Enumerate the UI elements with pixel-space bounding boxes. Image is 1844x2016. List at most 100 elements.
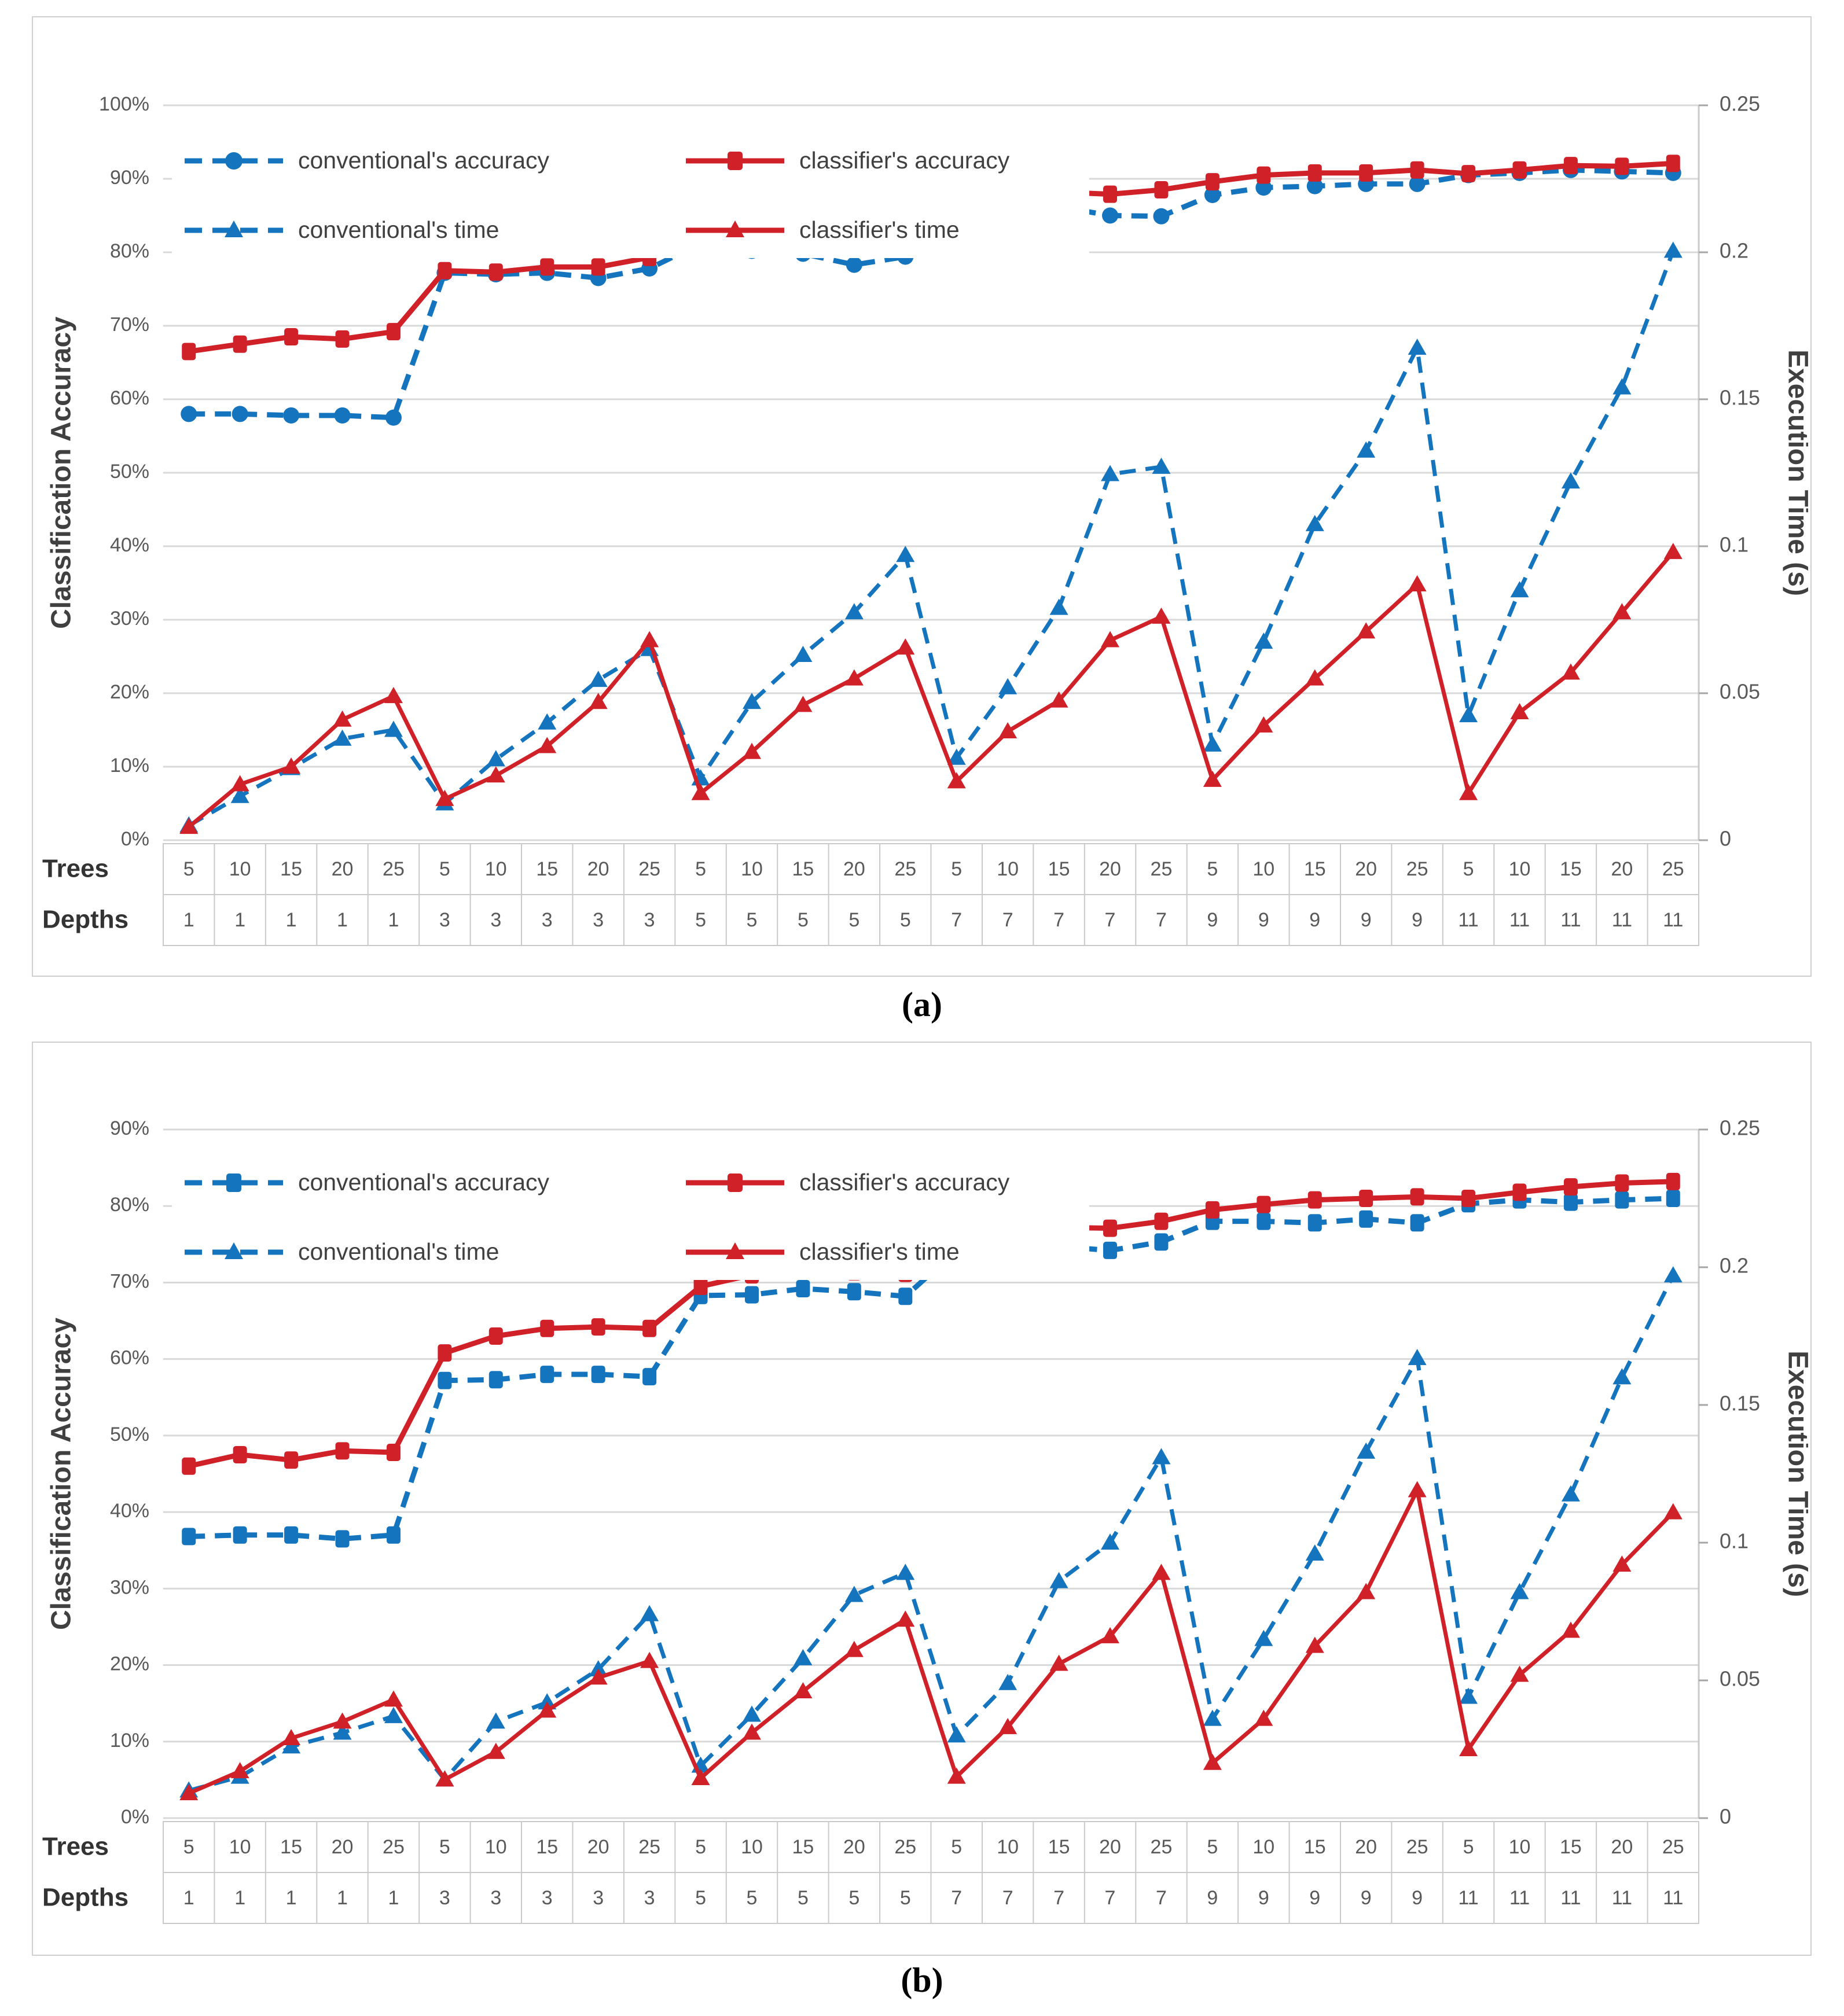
depths-cell-value: 1	[183, 909, 194, 931]
y-axis-tick-label: 60%	[110, 387, 149, 409]
marker-triangle	[1357, 622, 1376, 639]
marker-triangle	[844, 1640, 864, 1657]
trees-cell-value: 5	[695, 1836, 706, 1858]
y2-axis-tick-label: 0.15	[1720, 1392, 1760, 1415]
marker-square	[438, 1344, 452, 1362]
marker-square	[591, 1366, 605, 1384]
marker-square	[847, 1283, 861, 1301]
depths-cell-value: 7	[951, 1887, 962, 1909]
marker-triangle	[691, 783, 710, 800]
marker-circle	[283, 407, 300, 424]
depths-cell-value: 11	[1560, 1887, 1581, 1909]
trees-cell-value: 25	[1662, 858, 1684, 880]
marker-triangle	[589, 1660, 608, 1676]
legend: conventional's accuracy classifier's accu…	[172, 1155, 1089, 1280]
marker-triangle	[742, 742, 761, 759]
marker-triangle	[1459, 1687, 1478, 1704]
y-axis-left-labels: 0% 10% 20% 30% 40% 50% 60% 70% 80% 90%	[110, 1117, 149, 1828]
depths-cell-value: 7	[1053, 909, 1064, 931]
marker-triangle	[1254, 1629, 1273, 1646]
marker-triangle	[1357, 1583, 1376, 1599]
trees-cell-value: 15	[1048, 1836, 1070, 1858]
marker-triangle	[1203, 735, 1222, 752]
marker-circle	[1153, 208, 1170, 225]
legend-marker-square	[226, 1173, 241, 1192]
depths-cell-value: 3	[593, 909, 604, 931]
marker-triangle	[538, 1701, 557, 1718]
y2-axis-tick-label: 0.25	[1720, 92, 1760, 116]
y-axis-tick-label: 10%	[110, 755, 149, 777]
marker-triangle	[1612, 1555, 1632, 1572]
y2-axis-tick-label: 0.05	[1720, 1667, 1760, 1691]
legend-background	[172, 133, 1089, 258]
caption-b: (b)	[901, 1961, 943, 1999]
depths-cell-value: 11	[1509, 909, 1530, 931]
trees-cell-value: 25	[894, 858, 916, 880]
marker-triangle	[640, 1605, 659, 1621]
marker-square	[1563, 157, 1578, 175]
marker-square	[898, 1287, 913, 1305]
marker-triangle	[947, 772, 966, 789]
legend-label: conventional's accuracy	[298, 147, 550, 174]
trees-cell-value: 15	[1560, 858, 1582, 880]
y2-axis-tick-label: 0.1	[1720, 533, 1749, 557]
y2-axis-tick-label: 0.05	[1720, 680, 1760, 704]
marker-square	[540, 1366, 554, 1384]
trees-cell-value: 10	[1509, 1836, 1531, 1858]
marker-square	[1307, 1214, 1322, 1232]
depths-cell-value: 5	[798, 1887, 809, 1909]
marker-square	[1615, 1174, 1629, 1192]
trees-cell-value: 5	[439, 858, 450, 880]
marker-triangle	[486, 750, 505, 767]
legend-item: classifier's time	[686, 1238, 960, 1265]
series-line	[187, 550, 1675, 829]
x-axis-header-depths: Depths	[42, 906, 128, 934]
marker-square	[1512, 161, 1527, 179]
marker-square	[591, 258, 605, 276]
trees-cell-value: 20	[332, 858, 354, 880]
trees-cell-value: 15	[536, 1836, 558, 1858]
legend-marker-square	[728, 152, 743, 170]
trees-cell-value: 5	[1463, 1836, 1474, 1858]
marker-triangle	[998, 678, 1017, 694]
trees-cell-value: 25	[1151, 858, 1173, 880]
depths-cell-value: 1	[388, 1887, 399, 1909]
trees-cell-value: 5	[695, 858, 706, 880]
depths-cell-value: 5	[747, 909, 758, 931]
depths-cell-value: 5	[848, 1887, 859, 1909]
marker-triangle	[1152, 607, 1171, 624]
marker-triangle	[794, 1682, 813, 1699]
legend: conventional's accuracy classifier's accu…	[172, 133, 1089, 258]
y2-axis-tick-label: 0	[1720, 1805, 1731, 1829]
marker-triangle	[1049, 691, 1068, 708]
trees-cell-value: 15	[1560, 1836, 1582, 1858]
trees-cell-value: 25	[383, 1836, 405, 1858]
legend-item: classifier's accuracy	[686, 1169, 1010, 1195]
marker-square	[540, 258, 554, 276]
marker-triangle	[1612, 378, 1632, 395]
trees-cell-value: 20	[843, 1836, 865, 1858]
chart-a: 0% 10% 20% 30% 40% 50% 60% 70% 80% 90% 100% 0 0.05 0.…	[42, 92, 1808, 946]
marker-square	[335, 1442, 350, 1460]
marker-triangle	[1663, 543, 1683, 560]
marker-triangle	[538, 713, 557, 730]
depths-cell-value: 3	[644, 909, 655, 931]
depths-cell-value: 11	[1663, 909, 1683, 931]
marker-triangle	[333, 1723, 352, 1740]
y-axis-tick-label: 0%	[121, 1806, 149, 1828]
marker-triangle	[947, 1767, 966, 1784]
depths-cell-value: 7	[1156, 1887, 1167, 1909]
depths-cell-value: 5	[900, 909, 911, 931]
legend-item: conventional's accuracy	[185, 1169, 550, 1195]
depths-cell-value: 7	[951, 909, 962, 931]
marker-triangle	[1152, 457, 1171, 474]
legend-item: classifier's time	[686, 216, 960, 243]
depths-cell-value: 11	[1458, 1887, 1478, 1909]
marker-triangle	[1254, 716, 1273, 733]
x-axis-header-trees: Trees	[42, 855, 109, 883]
marker-triangle	[589, 671, 608, 687]
marker-triangle	[1510, 1583, 1529, 1599]
marker-square	[1359, 1210, 1373, 1228]
marker-square	[284, 328, 299, 346]
